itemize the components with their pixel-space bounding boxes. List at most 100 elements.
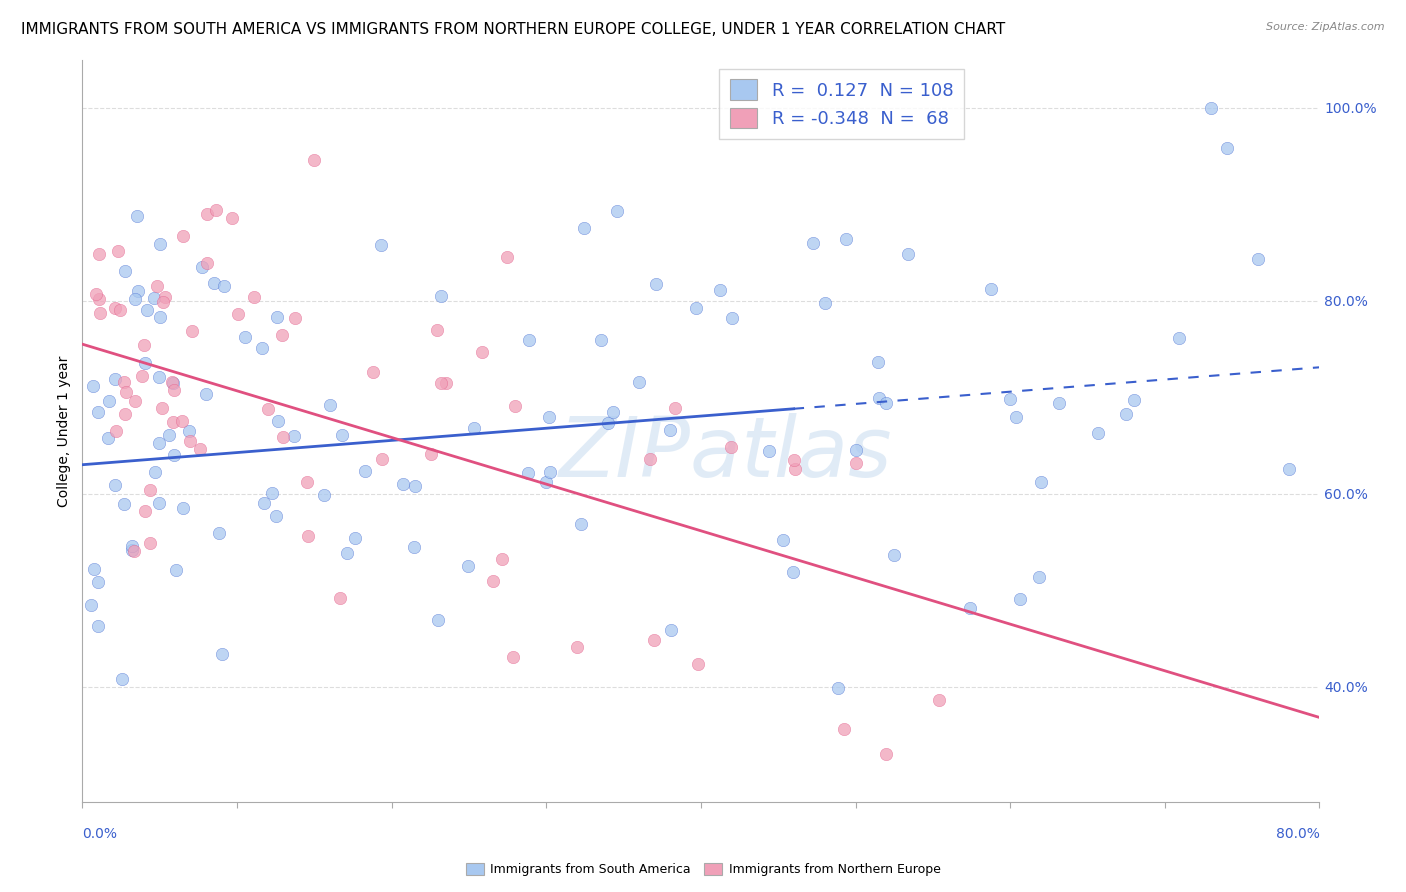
Point [782,453,804,467]
Point [709,283,731,297]
Point [491,552,513,566]
Point [1199,101,1222,115]
Point [127,284,149,298]
Point [353,464,375,478]
Point [124,394,146,409]
Point [233,330,256,344]
Point [266,415,288,429]
Point [162,376,184,391]
Point [875,747,897,761]
Legend: Immigrants from South America, Immigrants from Northern Europe: Immigrants from South America, Immigrant… [461,858,945,881]
Point [686,657,709,671]
Point [404,479,426,493]
Point [124,292,146,306]
Point [131,369,153,384]
Point [429,289,451,303]
Point [179,434,201,448]
Point [537,410,560,425]
Point [329,591,352,606]
Point [87,247,110,261]
Point [1246,252,1268,266]
Point [813,296,835,310]
Point [980,282,1002,296]
Point [150,401,173,416]
Point [208,525,231,540]
Point [136,303,159,318]
Point [1008,592,1031,607]
Point [538,466,561,480]
Text: Source: ZipAtlas.com: Source: ZipAtlas.com [1267,22,1385,32]
Point [112,497,135,511]
Point [664,401,686,416]
Point [179,424,201,438]
Point [191,260,214,275]
Point [782,566,804,580]
Point [110,303,132,318]
Point [163,383,186,397]
Point [127,209,149,223]
Point [463,421,485,435]
Point [426,613,449,627]
Text: IMMIGRANTS FROM SOUTH AMERICA VS IMMIGRANTS FROM NORTHERN EUROPE COLLEGE, UNDER : IMMIGRANTS FROM SOUTH AMERICA VS IMMIGRA… [21,22,1005,37]
Point [835,232,858,246]
Point [121,542,143,557]
Point [122,543,145,558]
Point [266,310,288,325]
Point [868,391,890,405]
Point [149,237,172,252]
Point [221,211,243,226]
Point [1277,462,1299,476]
Point [638,452,661,467]
Point [172,501,194,516]
Point [1028,570,1050,584]
Point [496,250,519,264]
Point [591,333,613,347]
Point [370,237,392,252]
Point [457,559,479,574]
Point [534,475,557,490]
Point [330,428,353,442]
Point [87,575,110,590]
Point [148,436,170,450]
Point [157,428,180,442]
Point [602,405,624,419]
Point [426,323,449,337]
Point [165,563,187,577]
Point [115,384,138,399]
Point [596,417,619,431]
Point [420,447,443,461]
Point [297,475,319,489]
Point [104,301,127,315]
Legend: R =  0.127  N = 108, R = -0.348  N =  68: R = 0.127 N = 108, R = -0.348 N = 68 [720,69,965,139]
Point [471,345,494,359]
Point [146,279,169,293]
Point [517,466,540,480]
Point [429,376,451,391]
Point [195,256,218,270]
Point [297,529,319,543]
Point [228,307,250,321]
Point [172,413,194,427]
Point [803,236,825,251]
Point [283,429,305,443]
Point [82,379,104,393]
Point [659,623,682,637]
Point [89,306,111,320]
Point [84,287,107,301]
Point [643,632,665,647]
Point [172,229,194,244]
Point [79,598,101,612]
Y-axis label: College, Under 1 year: College, Under 1 year [58,355,72,507]
Point [565,640,588,655]
Point [1004,410,1026,425]
Point [361,365,384,379]
Point [845,456,868,470]
Point [152,295,174,310]
Point [97,393,120,408]
Text: ZIPatlas: ZIPatlas [558,413,893,494]
Point [606,204,628,219]
Point [104,372,127,386]
Point [195,207,218,221]
Point [112,375,135,389]
Point [503,399,526,413]
